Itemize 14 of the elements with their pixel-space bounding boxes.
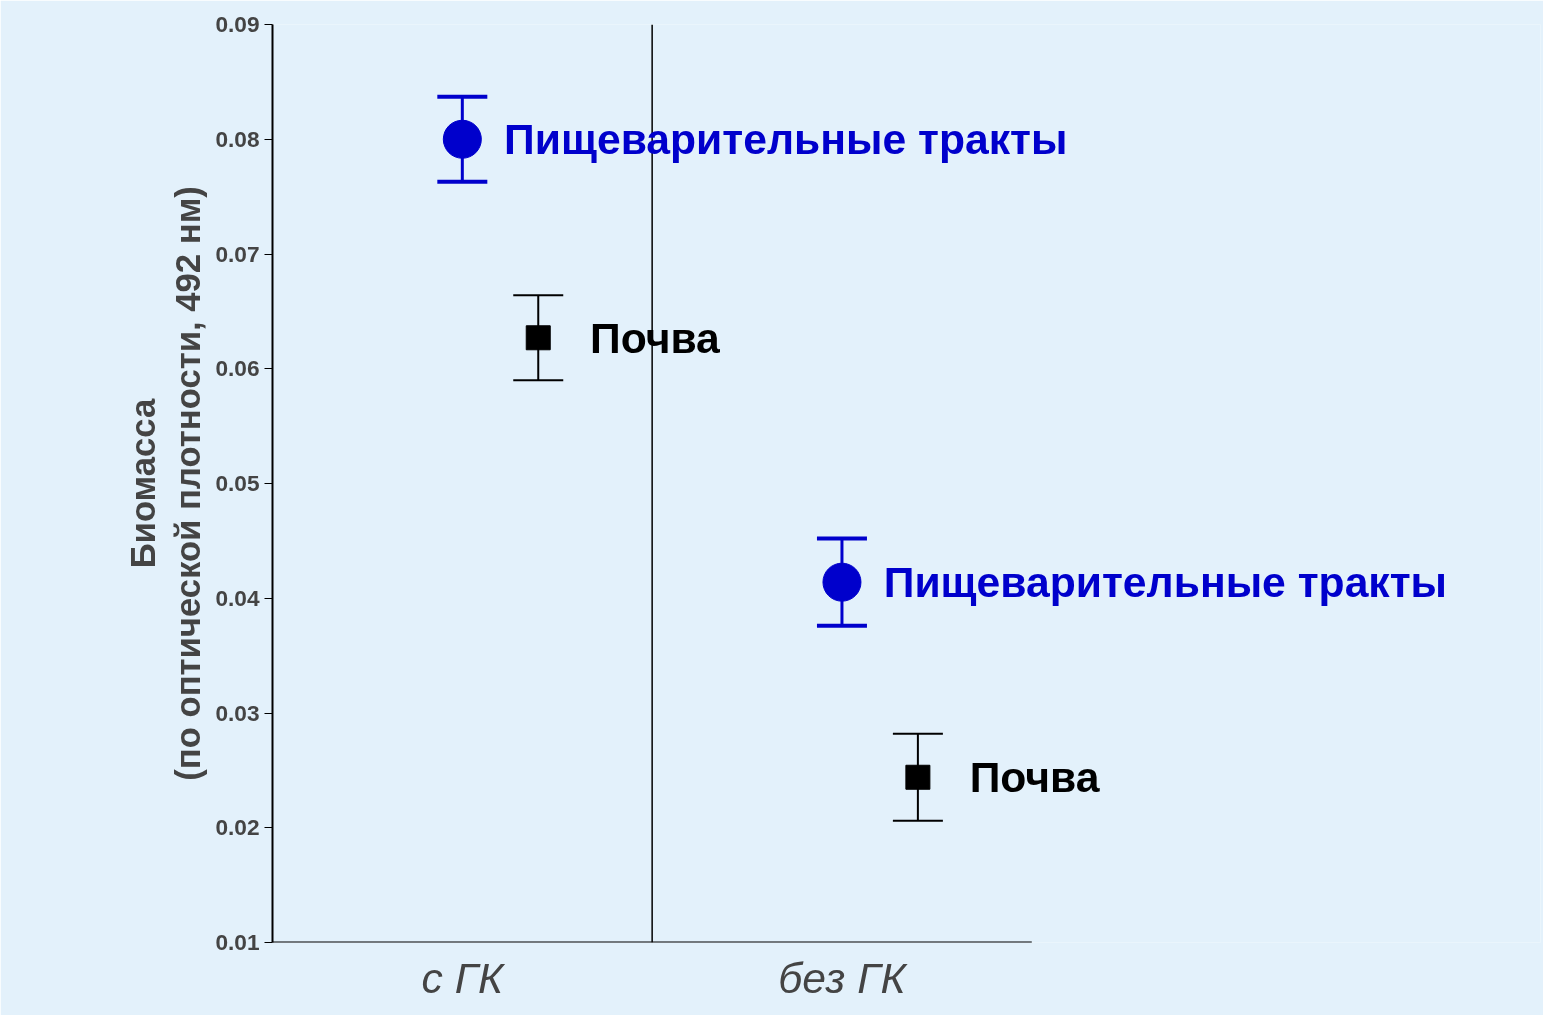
y-axis-title: Биомасса (по оптической плотности, 492 нм): [123, 186, 208, 781]
y-tick-label: 0.06: [215, 355, 260, 382]
x-tick-label: без ГК: [778, 953, 909, 1002]
y-tick-label: 0.07: [215, 240, 260, 267]
x-tick-label: с ГК: [421, 953, 506, 1002]
y-tick-label: 0.09: [215, 11, 260, 37]
y-tick-label: 0.03: [215, 699, 260, 726]
y-tick-label: 0.04: [215, 584, 260, 611]
y-tick-label: 0.01: [215, 929, 260, 955]
text: Почва: [969, 753, 1100, 802]
y-tick-label: 0.02: [215, 814, 260, 841]
y-tick-label: 0.05: [215, 470, 260, 496]
y-tick-label: 0.08: [215, 125, 260, 152]
text: Пищеварительные тракты: [883, 558, 1448, 607]
